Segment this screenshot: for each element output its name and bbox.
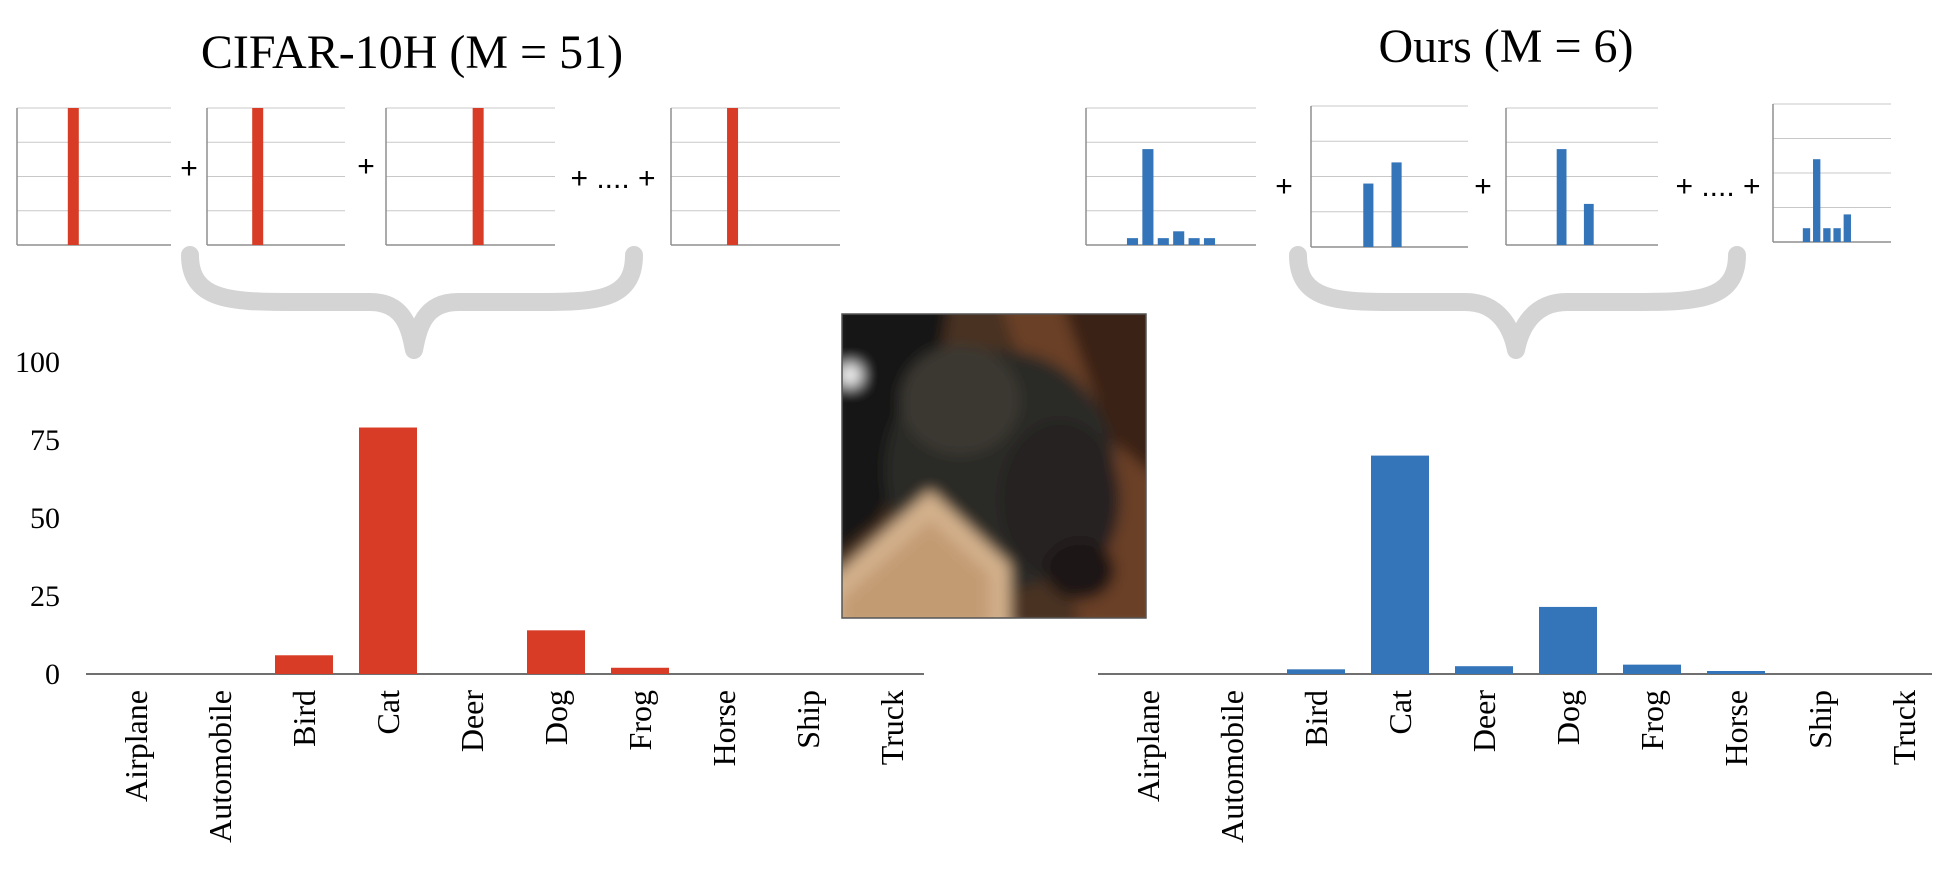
left-bar-dog [527,630,585,674]
right-annotator-chart-4 [1772,103,1891,243]
right-annotator-bar [1813,159,1821,242]
right-annotator-bar [1823,228,1831,242]
right-bar-frog [1623,664,1681,674]
chart-layer: 0 25 50 75 100 Airplane Automobile Bird Cat Deer D… [15,103,1932,843]
left-category-label-ship: Ship [790,690,826,749]
left-category-label-airplane: Airplane [118,690,154,802]
right-annotator-bar [1157,238,1169,245]
left-category-label-automobile: Automobile [202,690,238,843]
right-bar-bird [1287,669,1345,674]
right-annotator-chart-3 [1505,107,1658,246]
right-bar-cat [1371,455,1429,674]
left-y-tick-label: 25 [30,580,60,613]
left-category-label-truck: Truck [874,690,910,765]
left-bar-bird [275,655,333,674]
left-category-label-horse: Horse [706,690,742,766]
cat-photo-icon [842,314,1146,618]
right-annotator-bar [1363,183,1374,247]
right-annotator-chart-1 [1085,107,1256,246]
right-annotator-bar [1802,228,1811,242]
right-bar-horse [1707,671,1765,674]
left-y-tick-label: 100 [15,346,60,379]
right-category-label-bird: Bird [1298,690,1334,747]
right-annotator-bar [1391,162,1402,247]
right-category-label-automobile: Automobile [1214,690,1250,843]
left-annotator-bar [727,108,739,245]
right-category-label-cat: Cat [1382,690,1418,735]
left-plus-separator: + [180,152,198,185]
right-annotator-bar [1142,149,1154,245]
right-bar-dog [1539,606,1597,674]
left-category-label-deer: Deer [454,690,490,753]
right-annotator-bar [1203,238,1216,245]
left-category-label-bird: Bird [286,690,322,747]
left-annotator-chart-4 [670,107,840,246]
left-annotator-chart-2 [206,107,345,246]
right-plus-separator: + [1275,170,1293,203]
right-category-label-deer: Deer [1466,690,1502,753]
right-annotator-bar [1843,214,1851,242]
right-plus-separator: + .... + [1675,170,1760,203]
right-plus-separator: + [1474,170,1492,203]
left-y-tick-label: 0 [45,658,60,691]
right-chart-title: Ours (M = 6) [1378,20,1633,73]
right-category-label-dog: Dog [1550,690,1586,745]
left-bar-frog [611,667,669,674]
right-annotator-chart-2 [1310,105,1468,248]
left-category-label-cat: Cat [370,690,406,735]
right-annotator-bar [1173,231,1185,245]
right-bar-deer [1455,666,1513,674]
right-annotator-bar [1188,238,1200,245]
right-annotator-bar [1126,238,1139,245]
left-category-label-frog: Frog [622,690,658,750]
left-annotator-bar [472,108,484,245]
left-annotator-chart-3 [385,107,555,246]
left-y-tick-label: 50 [30,502,60,535]
left-annotator-chart-1 [16,107,171,246]
right-curly-brace [1289,246,1746,359]
left-category-label-dog: Dog [538,690,574,745]
left-plus-separator: + [357,150,375,183]
right-category-label-airplane: Airplane [1130,690,1166,802]
right-annotator-bar [1833,228,1841,242]
right-annotator-bar [1556,149,1567,245]
right-category-label-frog: Frog [1634,690,1670,750]
right-annotator-bar [1583,203,1594,245]
right-category-label-horse: Horse [1718,690,1754,766]
right-category-label-ship: Ship [1802,690,1838,749]
left-y-tick-label: 75 [30,424,60,457]
left-chart-title: CIFAR-10H (M = 51) [201,26,623,79]
left-plus-separator: + .... + [570,162,655,195]
left-annotator-bar [252,108,264,245]
left-annotator-bar [67,108,79,245]
left-bar-cat [359,427,417,674]
left-curly-brace [181,246,643,359]
cat-photo-frame [841,313,1147,619]
right-category-label-truck: Truck [1886,690,1922,765]
